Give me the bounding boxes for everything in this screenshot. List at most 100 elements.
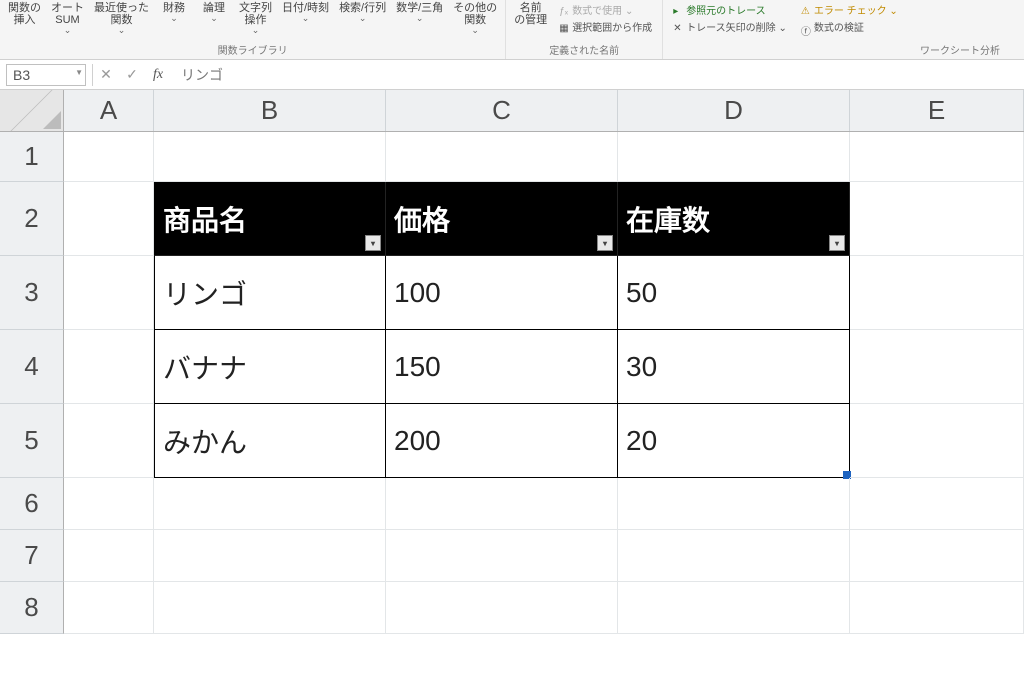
cell-value: 20: [626, 425, 657, 457]
select-all-icon: [43, 111, 61, 129]
selection-icon: ▦: [559, 23, 569, 33]
accept-formula-button[interactable]: ✓: [119, 66, 145, 83]
filter-button[interactable]: ▾: [829, 235, 845, 251]
cell-E1[interactable]: [850, 132, 1024, 182]
cell-C2[interactable]: 価格 ▾: [386, 182, 618, 256]
filter-button[interactable]: ▾: [597, 235, 613, 251]
create-from-selection-button[interactable]: ▦選択範囲から作成: [559, 19, 652, 34]
fx-icon: ƒₓ: [559, 6, 569, 16]
name-manager-button[interactable]: 名前 の管理: [510, 0, 551, 28]
datetime-button[interactable]: 日付/時刻⌄: [278, 0, 333, 26]
remove-arrows-button[interactable]: ✕トレース矢印の削除 ⌄: [673, 19, 787, 34]
cancel-formula-button[interactable]: ✕: [93, 66, 119, 83]
cell-value: みかん: [163, 421, 247, 461]
cell-A8[interactable]: [64, 582, 154, 634]
cell-E2[interactable]: [850, 182, 1024, 256]
select-all-corner[interactable]: [0, 90, 64, 131]
financial-button[interactable]: 財務⌄: [155, 0, 193, 26]
cell-C5[interactable]: 200: [386, 404, 618, 478]
math-button[interactable]: 数学/三角⌄: [392, 0, 447, 26]
logical-button[interactable]: 論理⌄: [195, 0, 233, 26]
cell-D1[interactable]: [618, 132, 850, 182]
ribbon-group-function-library: 関数の 挿入 オート SUM⌄ 最近使った 関数⌄ 財務⌄ 論理⌄ 文字列 操作…: [0, 0, 506, 59]
cell-B4[interactable]: バナナ: [154, 330, 386, 404]
cell-value: バナナ: [163, 347, 247, 387]
cell-A1[interactable]: [64, 132, 154, 182]
cell-A2[interactable]: [64, 182, 154, 256]
warning-icon: ⚠: [801, 6, 811, 16]
name-box-value: B3: [13, 67, 30, 83]
insert-function-button[interactable]: 関数の 挿入: [4, 0, 45, 28]
error-check-button[interactable]: ⚠エラー チェック ⌄: [801, 2, 898, 17]
recent-functions-button[interactable]: 最近使った 関数⌄: [90, 0, 153, 38]
column-header-C[interactable]: C: [386, 90, 618, 131]
cell-E5[interactable]: [850, 404, 1024, 478]
cell-C4[interactable]: 150: [386, 330, 618, 404]
autosum-button[interactable]: オート SUM⌄: [47, 0, 88, 38]
cell-B5[interactable]: みかん: [154, 404, 386, 478]
cell-value: 50: [626, 277, 657, 309]
column-header-B[interactable]: B: [154, 90, 386, 131]
cell-A5[interactable]: [64, 404, 154, 478]
row-header-1[interactable]: 1: [0, 132, 64, 182]
cell-C7[interactable]: [386, 530, 618, 582]
lookup-button[interactable]: 検索/行列⌄: [335, 0, 390, 26]
cell-D8[interactable]: [618, 582, 850, 634]
trace-precedents-button[interactable]: ▸参照元のトレース: [673, 2, 787, 17]
grid-row: 6: [0, 478, 1024, 530]
chevron-down-icon: ▼: [75, 68, 83, 77]
cell-D5[interactable]: 20: [618, 404, 850, 478]
cell-E3[interactable]: [850, 256, 1024, 330]
grid-row: 8: [0, 582, 1024, 634]
row-header-2[interactable]: 2: [0, 182, 64, 256]
remove-arrows-icon: ✕: [673, 23, 683, 33]
cell-E6[interactable]: [850, 478, 1024, 530]
cell-C8[interactable]: [386, 582, 618, 634]
cell-A7[interactable]: [64, 530, 154, 582]
ribbon-group-label: 定義された名前: [510, 42, 658, 59]
text-functions-button[interactable]: 文字列 操作⌄: [235, 0, 276, 38]
row-header-7[interactable]: 7: [0, 530, 64, 582]
table-header-label: 商品名: [163, 199, 247, 239]
row-header-5[interactable]: 5: [0, 404, 64, 478]
evaluate-icon: ⓕ: [801, 23, 811, 33]
row-header-6[interactable]: 6: [0, 478, 64, 530]
row-header-3[interactable]: 3: [0, 256, 64, 330]
cell-A3[interactable]: [64, 256, 154, 330]
cell-C6[interactable]: [386, 478, 618, 530]
trace-precedents-icon: ▸: [673, 6, 683, 16]
use-in-formula-button[interactable]: ƒₓ数式で使用 ⌄: [559, 2, 652, 17]
row-header-4[interactable]: 4: [0, 330, 64, 404]
column-header-row: A B C D E: [0, 90, 1024, 132]
name-box[interactable]: B3 ▼: [6, 64, 86, 86]
cell-E8[interactable]: [850, 582, 1024, 634]
cell-E4[interactable]: [850, 330, 1024, 404]
filter-button[interactable]: ▾: [365, 235, 381, 251]
cell-D3[interactable]: 50: [618, 256, 850, 330]
cell-E7[interactable]: [850, 530, 1024, 582]
grid-row: 1: [0, 132, 1024, 182]
column-header-D[interactable]: D: [618, 90, 850, 131]
column-header-A[interactable]: A: [64, 90, 154, 131]
evaluate-formula-button[interactable]: ⓕ数式の検証: [801, 19, 898, 34]
row-header-8[interactable]: 8: [0, 582, 64, 634]
cell-B1[interactable]: [154, 132, 386, 182]
cell-B8[interactable]: [154, 582, 386, 634]
cell-B2[interactable]: 商品名 ▾: [154, 182, 386, 256]
cell-A6[interactable]: [64, 478, 154, 530]
cell-A4[interactable]: [64, 330, 154, 404]
insert-function-fx-button[interactable]: fx: [145, 67, 171, 83]
column-header-E[interactable]: E: [850, 90, 1024, 131]
cell-D2[interactable]: 在庫数 ▾: [618, 182, 850, 256]
cell-D7[interactable]: [618, 530, 850, 582]
cell-B3[interactable]: リンゴ: [154, 256, 386, 330]
formula-input[interactable]: リンゴ: [171, 65, 1024, 85]
cell-D4[interactable]: 30: [618, 330, 850, 404]
cell-C1[interactable]: [386, 132, 618, 182]
cell-B6[interactable]: [154, 478, 386, 530]
cell-C3[interactable]: 100: [386, 256, 618, 330]
cell-B7[interactable]: [154, 530, 386, 582]
grid-body: 1 2 商品名 ▾ 価格 ▾ 在庫数 ▾: [0, 132, 1024, 634]
cell-D6[interactable]: [618, 478, 850, 530]
more-functions-button[interactable]: その他の 関数⌄: [449, 0, 501, 38]
